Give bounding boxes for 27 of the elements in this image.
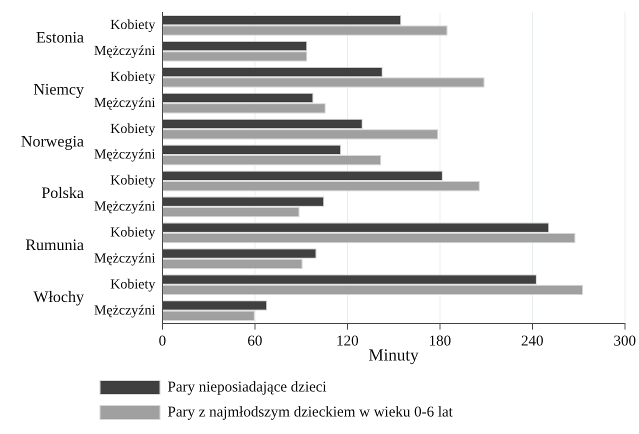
x-tick-label: 60 bbox=[247, 334, 262, 350]
y-tick-label: Mężczyźni bbox=[94, 200, 156, 215]
y-tick-label: Mężczyźni bbox=[94, 148, 156, 163]
x-tick-label: 240 bbox=[521, 334, 544, 350]
y-tick-label: Mężczyźni bbox=[94, 251, 156, 266]
text: Estonia bbox=[36, 30, 84, 47]
y-tick-label: Kobiety bbox=[110, 18, 156, 34]
y-tick-label: Mężczyźni bbox=[94, 44, 156, 59]
y-tick-label: Kobiety bbox=[110, 70, 156, 85]
y-tick-label: Kobiety bbox=[110, 122, 156, 137]
y-tick-label: Kobiety bbox=[110, 226, 156, 241]
x-axis-title: Minuty bbox=[368, 345, 420, 364]
text: Rumunia bbox=[25, 237, 84, 254]
x-tick-label: 180 bbox=[428, 334, 452, 350]
x-tick-label: 0 bbox=[158, 334, 166, 350]
text: Niemcy bbox=[33, 81, 84, 98]
y-tick-label: Mężczyźni bbox=[94, 96, 156, 111]
x-tick-label: 120 bbox=[336, 334, 359, 350]
legend-label: Pary nieposiadające dzieci bbox=[168, 379, 327, 396]
text: Włochy bbox=[33, 288, 84, 306]
text: Polska bbox=[41, 185, 84, 202]
legend-label: Pary z najmłodszym dzieckiem w wieku 0-6 lat bbox=[168, 404, 454, 420]
x-tick-label: 300 bbox=[614, 334, 636, 350]
y-tick-label: Kobiety bbox=[110, 174, 156, 189]
y-tick-label: Mężczyźni bbox=[94, 303, 156, 318]
text: Norwegia bbox=[20, 133, 84, 150]
y-tick-label: Kobiety bbox=[110, 277, 156, 292]
